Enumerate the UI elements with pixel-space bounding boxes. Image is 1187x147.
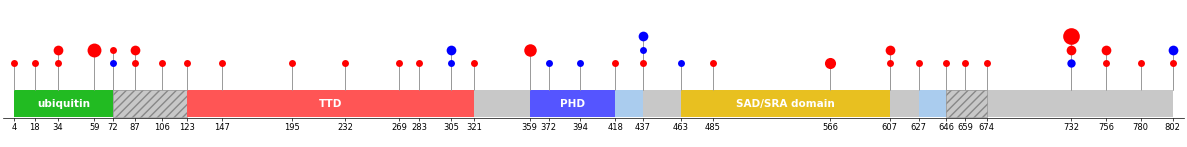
Bar	[946, 90, 986, 117]
Point	[49, 62, 68, 64]
Point	[909, 62, 928, 64]
Text: TTD: TTD	[319, 99, 343, 109]
Bar	[680, 90, 889, 117]
Point	[410, 62, 429, 64]
Point	[1097, 62, 1116, 64]
Bar	[113, 90, 188, 117]
Point	[1131, 62, 1150, 64]
Point	[126, 48, 145, 51]
Point	[1163, 48, 1182, 51]
Point	[880, 48, 899, 51]
Point	[5, 62, 24, 64]
Point	[937, 62, 956, 64]
Point	[820, 62, 839, 64]
Point	[25, 62, 44, 64]
Point	[126, 62, 145, 64]
Point	[283, 62, 301, 64]
Point	[977, 62, 996, 64]
Text: SAD/SRA domain: SAD/SRA domain	[736, 99, 834, 109]
Point	[442, 62, 461, 64]
Point	[49, 48, 68, 51]
Point	[956, 62, 975, 64]
Point	[539, 62, 558, 64]
Point	[1163, 62, 1182, 64]
Point	[520, 48, 539, 51]
Point	[571, 62, 590, 64]
Point	[103, 62, 122, 64]
Point	[442, 48, 461, 51]
Point	[671, 62, 690, 64]
Text: PHD: PHD	[560, 99, 585, 109]
Text: ubiquitin: ubiquitin	[37, 99, 90, 109]
Bar	[14, 90, 1173, 117]
Point	[880, 62, 899, 64]
Point	[84, 48, 103, 51]
Point	[1061, 48, 1080, 51]
Bar	[188, 90, 475, 117]
Point	[103, 48, 122, 51]
Bar	[615, 90, 643, 117]
Bar	[529, 90, 615, 117]
Point	[703, 62, 722, 64]
Bar	[14, 90, 113, 117]
Point	[1097, 48, 1116, 51]
Point	[212, 62, 231, 64]
Point	[178, 62, 197, 64]
Point	[634, 62, 653, 64]
Point	[153, 62, 172, 64]
Point	[465, 62, 484, 64]
Bar	[919, 90, 946, 117]
Point	[1061, 35, 1080, 37]
Point	[1061, 62, 1080, 64]
Point	[605, 62, 624, 64]
Point	[634, 48, 653, 51]
Point	[336, 62, 355, 64]
Point	[389, 62, 408, 64]
Point	[634, 35, 653, 37]
